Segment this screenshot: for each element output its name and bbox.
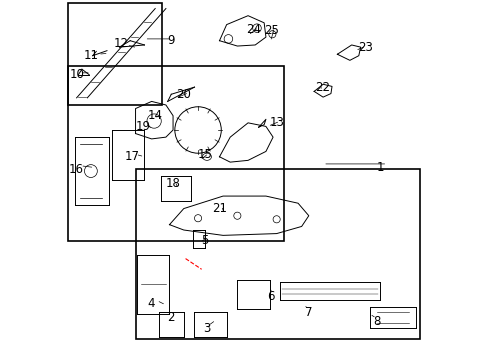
Text: 19: 19 [135, 120, 150, 133]
Text: 20: 20 [176, 89, 191, 102]
Text: 9: 9 [167, 34, 175, 47]
Text: 8: 8 [372, 315, 380, 328]
Text: 2: 2 [167, 311, 175, 324]
Text: 12: 12 [114, 37, 128, 50]
Text: 23: 23 [358, 41, 373, 54]
Text: 3: 3 [203, 322, 210, 335]
Text: 15: 15 [197, 148, 212, 162]
Text: 13: 13 [269, 116, 284, 129]
Text: 7: 7 [305, 306, 312, 319]
Text: 16: 16 [69, 163, 84, 176]
Text: 5: 5 [201, 234, 208, 247]
Text: 22: 22 [315, 81, 330, 94]
Text: 4: 4 [147, 297, 155, 310]
Text: 11: 11 [83, 49, 98, 62]
Text: 1: 1 [376, 161, 383, 174]
Text: 25: 25 [264, 24, 278, 37]
Text: 6: 6 [267, 289, 274, 303]
Text: 18: 18 [165, 177, 180, 190]
Text: 24: 24 [245, 23, 261, 36]
Text: 17: 17 [124, 150, 139, 163]
Text: 21: 21 [212, 202, 226, 215]
Text: 14: 14 [147, 109, 163, 122]
Text: 10: 10 [70, 68, 84, 81]
